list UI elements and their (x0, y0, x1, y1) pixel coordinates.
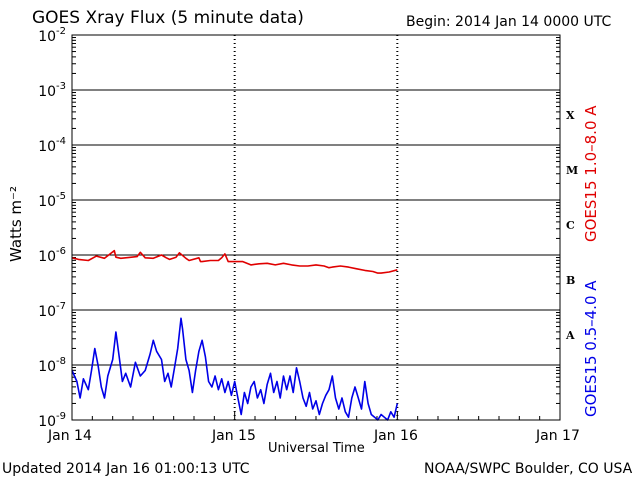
updated-timestamp: Updated 2014 Jan 16 01:00:13 UTC (2, 461, 250, 477)
grid (71, 35, 561, 420)
y-tick-label: 10-9 (38, 411, 66, 430)
series-label-short-channel: GOES15 0.5–4.0 A (582, 280, 600, 417)
flare-class-label: C (566, 219, 575, 232)
credit-label: NOAA/SWPC Boulder, CO USA (424, 461, 633, 477)
y-tick-label: 10-4 (38, 136, 66, 155)
series-line-long-channel (71, 249, 398, 274)
x-axis-label: Universal Time (268, 441, 365, 456)
y-axis-label: Watts m⁻² (7, 186, 25, 262)
x-tick-label: Jan 15 (212, 428, 256, 444)
series-line-short-channel (71, 317, 399, 421)
y-tick-labels: 10-2 10-3 10-4 10-5 10-6 10-7 10-8 10-9 (38, 26, 66, 430)
x-tick-label: Jan 14 (48, 428, 92, 444)
flare-class-label: M (566, 164, 579, 177)
y-tick-label: 10-3 (38, 81, 66, 100)
y-tick-label: 10-7 (38, 301, 66, 320)
flare-class-label: B (566, 274, 576, 287)
chart-title: GOES Xray Flux (5 minute data) (32, 8, 304, 28)
flare-class-label: A (566, 329, 575, 342)
y-tick-label: 10-2 (38, 26, 66, 45)
series-lines (71, 249, 399, 421)
series-label-long-channel: GOES15 1.0–8.0 A (582, 105, 600, 242)
begin-time: Begin: 2014 Jan 14 0000 UTC (406, 14, 612, 30)
flare-class-label: X (566, 109, 575, 122)
y-tick-label: 10-8 (38, 356, 66, 375)
plot-frame (71, 34, 561, 421)
y-tick-label: 10-6 (38, 246, 66, 265)
x-tick-label: Jan 16 (374, 428, 418, 444)
y-tick-label: 10-5 (38, 191, 66, 210)
x-tick-label: Jan 17 (536, 428, 580, 444)
